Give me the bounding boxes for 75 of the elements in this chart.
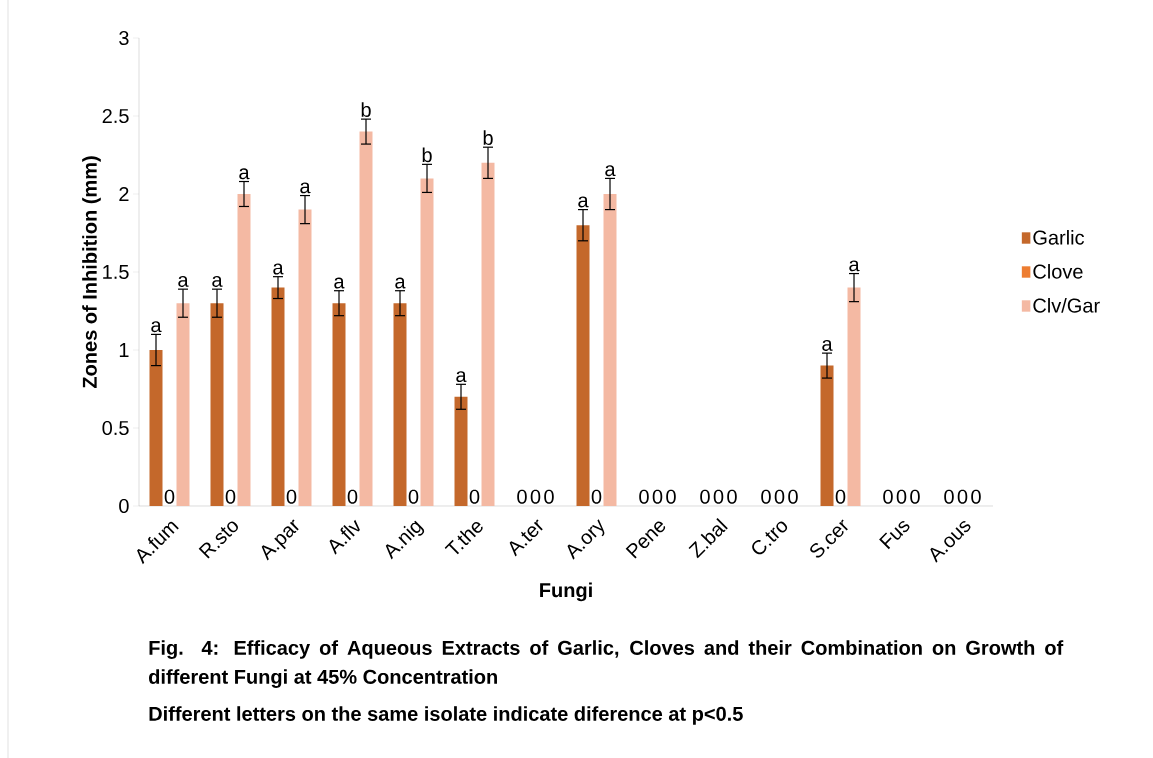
data-label: 0 — [761, 489, 771, 504]
bar — [820, 365, 834, 506]
y-axis-title: Zones of Inhibition (mm) — [82, 156, 101, 389]
data-label: b — [361, 102, 371, 117]
data-label: 0 — [544, 489, 554, 504]
bar — [481, 162, 495, 506]
data-label: 0 — [639, 489, 649, 504]
data-label: 0 — [530, 489, 541, 504]
data-label: b — [483, 130, 493, 145]
data-label: 0 — [666, 489, 676, 504]
bar — [176, 303, 190, 506]
data-label: 0 — [727, 489, 737, 504]
data-label: 0 — [700, 489, 710, 504]
y-tick-label: 0 — [119, 498, 129, 514]
bar — [454, 396, 468, 506]
text: Different letters on the same isolate indicate diference at p<0.5 — [149, 706, 743, 725]
data-label: 0 — [225, 489, 236, 504]
data-label: 0 — [164, 489, 175, 504]
data-label: 0 — [910, 489, 920, 504]
bar — [576, 225, 590, 506]
bar — [847, 287, 861, 506]
data-label: a — [300, 182, 311, 194]
x-tick-label: Fus — [879, 521, 910, 550]
data-label: 0 — [408, 489, 419, 504]
data-label: 0 — [944, 489, 954, 504]
data-label: 0 — [788, 489, 798, 504]
y-tick-label: 3 — [119, 30, 129, 46]
y-tick-label: 2 — [119, 187, 129, 201]
legend-label: Clove — [1033, 264, 1083, 279]
data-label: 0 — [469, 489, 480, 504]
data-label: a — [849, 260, 860, 272]
data-label: 0 — [957, 489, 968, 504]
y-tick-label: 1 — [119, 343, 129, 357]
text: Fig. 4: Efficacy of Aqueous Extracts of Garlic, Cloves and their Combination on Growth of different Fungi at 45% Concentration — [149, 640, 1064, 688]
data-label: 0 — [286, 489, 297, 504]
bar — [420, 178, 434, 506]
bar — [210, 303, 224, 506]
data-label: a — [239, 168, 250, 180]
data-label: a — [212, 276, 223, 287]
bar — [393, 303, 407, 506]
data-label: 0 — [896, 489, 907, 504]
data-label: a — [273, 263, 284, 275]
data-label: 0 — [835, 489, 846, 504]
legend-label: Clv/Gar — [1033, 297, 1100, 313]
bar — [603, 194, 617, 506]
data-label: b — [422, 147, 432, 163]
data-label: 0 — [652, 489, 663, 504]
x-tick-label: C.tro — [752, 521, 788, 555]
data-label: a — [395, 277, 406, 289]
y-tick-label: 2.5 — [102, 108, 129, 124]
bar — [332, 303, 346, 506]
data-label: a — [178, 276, 189, 287]
data-label: 0 — [713, 489, 724, 504]
data-label: a — [822, 339, 833, 351]
data-label: 0 — [591, 489, 602, 504]
legend-label: Garlic — [1033, 230, 1085, 245]
bar — [149, 350, 163, 506]
bar — [359, 131, 373, 506]
data-label: a — [151, 321, 162, 333]
y-tick-label: 1.5 — [103, 265, 129, 279]
x-axis-title: Fungi — [540, 582, 592, 602]
bar — [271, 287, 285, 506]
data-label: a — [605, 165, 616, 177]
data-label: 0 — [774, 489, 785, 504]
bar — [237, 194, 251, 506]
data-label: 0 — [517, 489, 527, 504]
data-label: a — [456, 371, 467, 383]
data-label: 0 — [347, 489, 358, 504]
data-label: 0 — [971, 489, 981, 504]
data-label: 0 — [883, 489, 893, 504]
bar — [298, 209, 312, 506]
y-tick-label: 0.5 — [102, 420, 129, 436]
data-label: a — [578, 196, 589, 208]
data-label: a — [334, 277, 345, 289]
x-tick-label: T.the — [444, 522, 483, 555]
